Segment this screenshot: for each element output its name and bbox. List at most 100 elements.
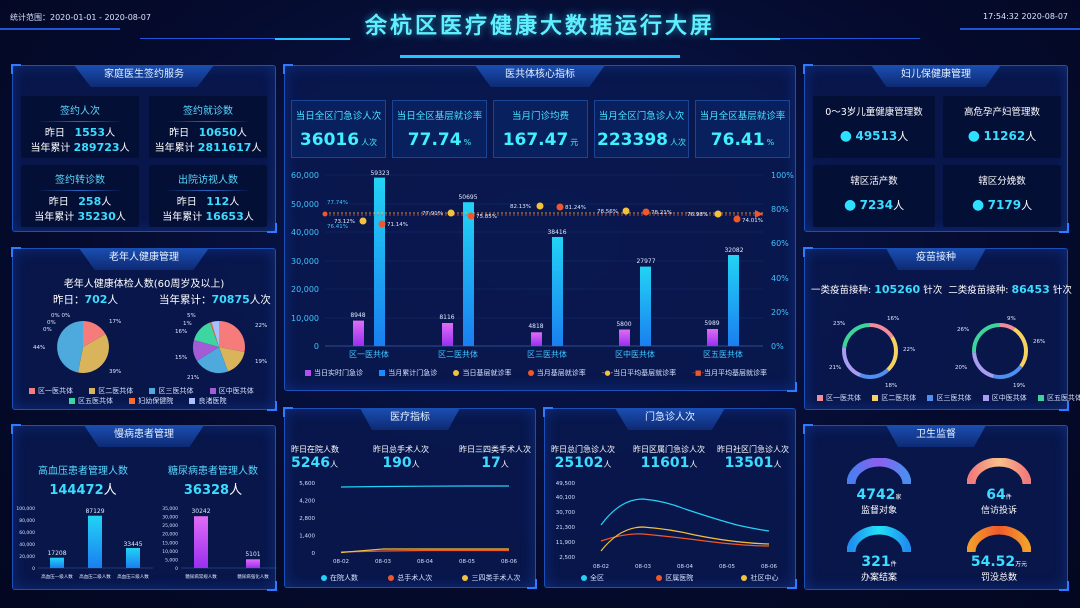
svg-text:30,000: 30,000 [162,515,178,521]
kpi-card: 当日全区基层就诊率 77.74% [392,100,487,158]
chronic-panel: 慢病患者管理 高血压患者管理人数 144472人 糖尿病患者管理人数 36328… [11,424,277,591]
svg-text:78.56%: 78.56% [597,209,618,215]
svg-text:40,000: 40,000 [19,542,35,548]
svg-text:9%: 9% [1007,316,1016,322]
svg-text:5800: 5800 [616,321,631,328]
panel-title: 疫苗接种 [886,248,986,270]
svg-text:40,000: 40,000 [291,228,319,237]
kpi-card: 当日全区门急诊人次 36016 人次 [291,100,386,158]
svg-text:80%: 80% [771,205,789,214]
svg-text:高血压三级人数: 高血压三级人数 [117,573,149,580]
svg-text:0%: 0% [43,327,52,333]
svg-text:25,000: 25,000 [162,523,178,529]
svg-text:糖尿病常规人数: 糖尿病常规人数 [185,573,217,580]
svg-text:26%: 26% [1033,339,1045,345]
svg-text:77.91%: 77.91% [422,211,443,217]
svg-text:22%: 22% [903,347,915,353]
svg-text:0%: 0% [47,320,56,326]
svg-text:73.12%: 73.12% [334,219,355,225]
svg-text:19%: 19% [255,359,267,365]
elderly-yesterday: 昨日：702人 [53,293,118,306]
svg-text:8948: 8948 [350,312,365,319]
svg-text:08-06: 08-06 [501,559,517,565]
svg-text:20%: 20% [955,365,967,371]
kpi-card: 当月全区门急诊人次 223398 人次 [594,100,689,158]
svg-text:高血压二级人数: 高血压二级人数 [79,573,111,580]
diabetes-bar-chart: 35,000 30,000 25,000 20,000 15,000 10,000 5,00… [162,506,277,580]
panel-title: 妇儿保健康管理 [871,65,1001,87]
svg-text:5989: 5989 [704,320,719,327]
newborn-icon: ● [843,197,857,213]
svg-text:高血压一级人数: 高血压一级人数 [41,573,73,580]
svg-text:60%: 60% [771,239,789,248]
vaccine-donut-2: 9% 26% 19% 20% 26% [955,316,1045,387]
svg-text:44%: 44% [33,345,45,351]
stat-card: 签约就诊数 昨日 10650人 当年累计 2811617人 [149,96,267,158]
panel-title: 卫生监督 [886,425,986,447]
svg-text:2,500: 2,500 [559,555,575,561]
medical-panel: 医疗指标 昨日在院人数 5246人 昨日总手术人次 190人 昨日三四类手术人次 17… [283,407,537,589]
svg-text:区二医共体: 区二医共体 [438,349,478,359]
svg-text:5,000: 5,000 [165,557,178,563]
svg-text:60,000: 60,000 [19,530,35,536]
svg-text:15%: 15% [175,355,187,361]
svg-text:2,800: 2,800 [299,516,315,522]
medical-line-chart: 5,600 4,200 2,800 1,400 0 08-02 08-03 08-04 08-… [299,481,517,565]
svg-text:35,000: 35,000 [162,506,178,512]
maternal-card: 辖区活产数 ● 7234人 [813,165,935,227]
vaccine-summary: 一类疫苗接种: 105260 针次 二类疫苗接种: 86453 针次 [811,283,1072,296]
svg-text:0% 0%: 0% 0% [51,313,70,319]
gauge-icon [967,526,1031,552]
elderly-legend: 区一医共体 区二医共体 区三医共体 区中医共体 区五医共体 妇幼保健院 良渚医院 [29,386,269,406]
svg-text:19%: 19% [1013,383,1025,387]
svg-text:39%: 39% [109,369,121,375]
elderly-panel: 老年人健康管理 老年人健康体检人数(60周岁及以上) 昨日：702人 当年累计：… [11,247,277,411]
stat-card: 签约转诊数 昨日 258人 当年累计 35230人 [21,165,139,227]
panel-title: 老年人健康管理 [79,248,209,270]
svg-text:区三医共体: 区三医共体 [527,349,567,359]
svg-text:10,000: 10,000 [162,549,178,555]
gauge-icon [847,526,911,552]
svg-text:18%: 18% [885,383,897,387]
svg-text:59323: 59323 [370,170,389,177]
emergency-line-chart: 49,500 40,100 30,700 21,300 11,900 2,500 08-0… [556,481,778,570]
kpi-card: 当月门诊均费 167.47 元 [493,100,588,158]
svg-text:11,900: 11,900 [556,540,576,546]
svg-text:60,000: 60,000 [291,171,319,180]
svg-text:8116: 8116 [439,314,454,321]
date-range: 统计范围：2020-01-01 - 2020-08-07 [10,13,151,22]
svg-text:20,000: 20,000 [162,532,178,538]
clock: 17:54:32 2020-08-07 [983,12,1068,21]
svg-text:74.01%: 74.01% [742,218,763,224]
svg-text:08-04: 08-04 [677,564,693,570]
maternal-card: 0～3岁儿童健康管理数 ● 49513人 [813,96,935,158]
svg-text:1%: 1% [183,321,192,327]
svg-text:16%: 16% [887,316,899,322]
vaccine-panel: 疫苗接种 一类疫苗接种: 105260 针次 二类疫苗接种: 86453 针次 … [803,247,1080,411]
gauge-icon [967,458,1031,484]
svg-text:10,000: 10,000 [291,314,319,323]
svg-text:区一医共体: 区一医共体 [349,349,389,359]
header: 统计范围：2020-01-01 - 2020-08-07 余杭区医疗健康大数据运… [0,0,1080,58]
core-legend: 当日实时门急诊 当月累计门急诊 当日基层就诊率 当月基层就诊率 -●-当日平均基… [305,368,781,378]
svg-text:08-06: 08-06 [761,564,777,570]
pregnant-icon: ● [967,128,980,144]
svg-text:08-02: 08-02 [333,559,349,565]
svg-text:77.74%: 77.74% [327,200,348,206]
svg-text:糖尿病强化人数: 糖尿病强化人数 [237,573,269,580]
svg-text:40,100: 40,100 [556,495,576,501]
svg-text:78.21%: 78.21% [651,210,672,216]
svg-text:32082: 32082 [724,247,743,254]
svg-text:49,500: 49,500 [556,481,576,487]
svg-text:17%: 17% [109,319,121,325]
panel-title: 门急诊人次 [615,408,725,430]
svg-text:50695: 50695 [458,194,477,201]
svg-text:5101: 5101 [245,551,260,558]
svg-text:100%: 100% [771,171,794,180]
svg-text:23%: 23% [833,321,845,327]
page-title: 余杭区医疗健康大数据运行大屏 [364,14,715,39]
svg-text:20%: 20% [771,308,789,317]
stat-card: 出院访视人数 昨日 112人 当年累计 16653人 [149,165,267,227]
svg-text:26%: 26% [957,327,969,333]
panel-title: 家庭医生签约服务 [74,65,214,87]
